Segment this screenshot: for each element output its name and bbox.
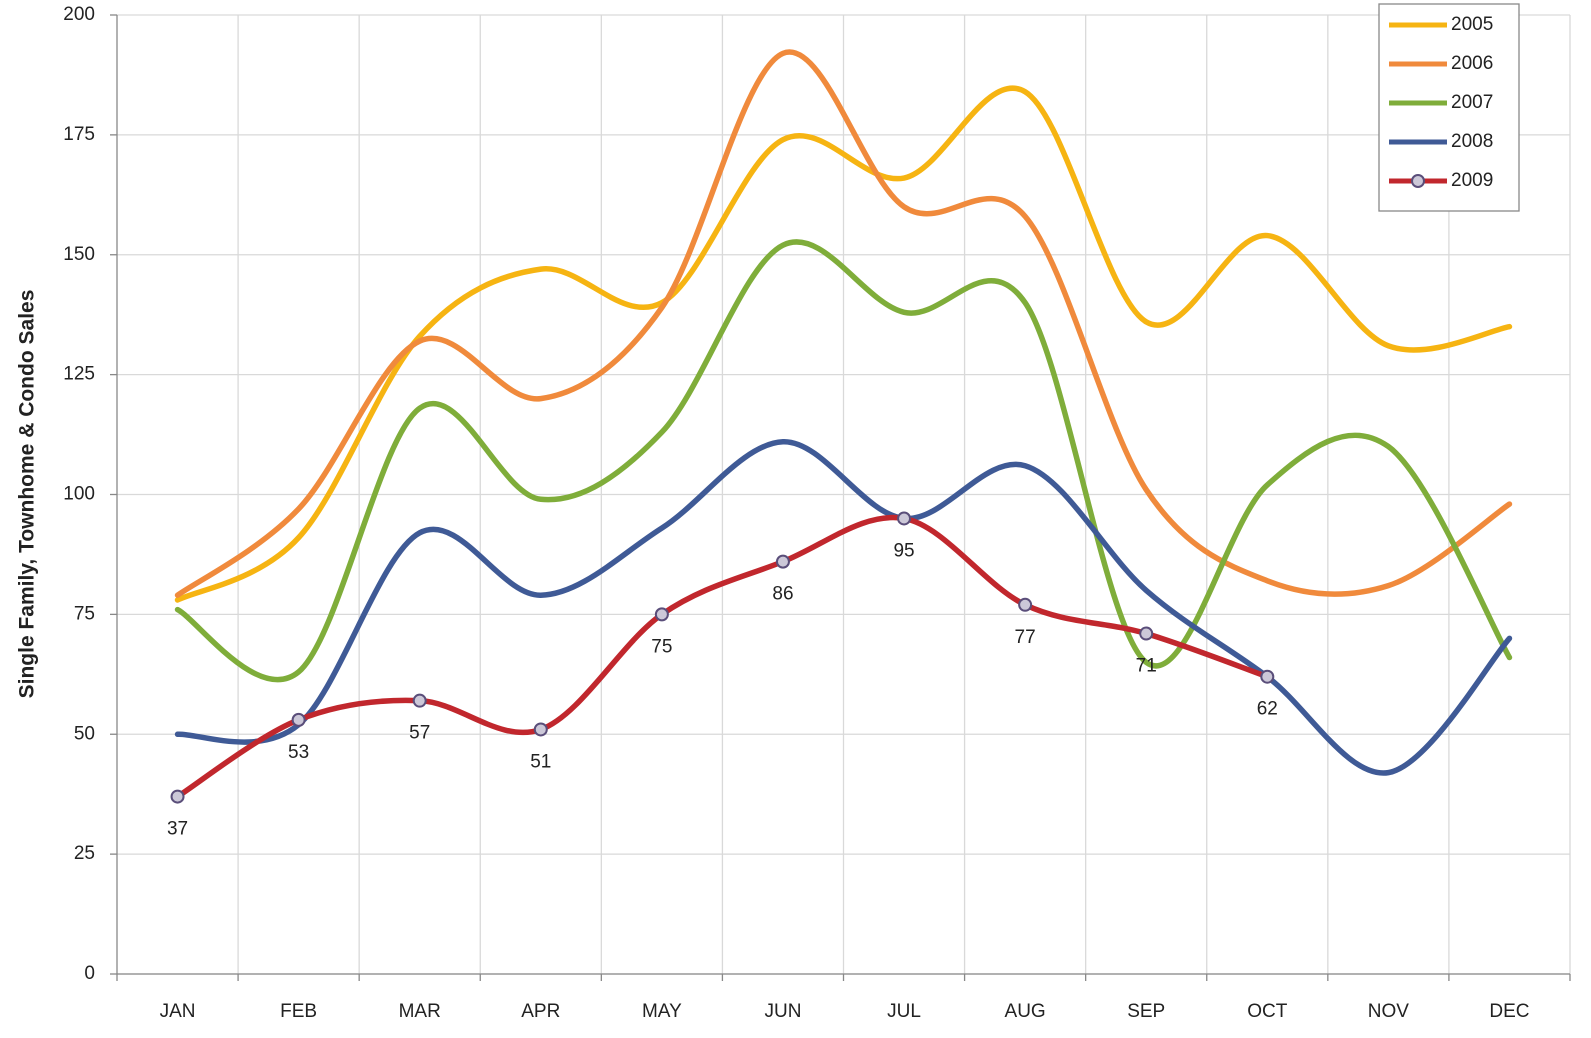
data-label: 57 xyxy=(409,723,430,744)
data-label: 86 xyxy=(772,584,793,605)
legend-label: 2007 xyxy=(1451,92,1493,113)
marker xyxy=(412,693,427,708)
marker xyxy=(170,789,185,804)
x-tick-label: DEC xyxy=(1489,1001,1529,1022)
legend-label: 2005 xyxy=(1451,14,1493,35)
marker xyxy=(1260,669,1275,684)
series-line xyxy=(174,439,1513,776)
marker xyxy=(291,712,306,727)
legend-label: 2006 xyxy=(1451,53,1493,74)
data-label: 77 xyxy=(1015,627,1036,648)
series-line xyxy=(174,514,1271,800)
x-tick-label: JAN xyxy=(160,1001,196,1022)
data-label: 75 xyxy=(651,636,672,657)
legend-label: 2009 xyxy=(1451,170,1493,191)
y-tick-label: 200 xyxy=(63,4,95,25)
data-label: 53 xyxy=(288,742,309,763)
y-tick-label: 75 xyxy=(74,603,95,624)
data-label: 95 xyxy=(893,540,914,561)
x-tick-label: OCT xyxy=(1247,1001,1288,1022)
y-axis-label: Single Family, Townhome & Condo Sales xyxy=(16,290,39,699)
series-line xyxy=(174,49,1513,598)
x-tick-label: MAY xyxy=(642,1001,682,1022)
x-tick-label: FEB xyxy=(280,1001,317,1022)
marker xyxy=(533,722,548,737)
data-label: 37 xyxy=(167,819,188,840)
x-tick-label: AUG xyxy=(1005,1001,1046,1022)
legend-label: 2008 xyxy=(1451,131,1493,152)
y-tick-label: 100 xyxy=(63,484,95,505)
legend-marker xyxy=(1411,174,1425,188)
y-tick-label: 175 xyxy=(63,124,95,145)
y-tick-label: 150 xyxy=(63,244,95,265)
marker xyxy=(1139,626,1154,641)
y-tick-label: 0 xyxy=(84,963,95,984)
marker xyxy=(654,607,669,622)
series-line xyxy=(174,239,1513,683)
marker xyxy=(1018,597,1033,612)
x-tick-label: NOV xyxy=(1368,1001,1410,1022)
marker xyxy=(897,511,912,526)
x-tick-label: JUL xyxy=(887,1001,921,1022)
x-tick-label: SEP xyxy=(1127,1001,1165,1022)
data-label: 51 xyxy=(530,751,551,772)
data-label: 71 xyxy=(1136,656,1157,677)
legend-box xyxy=(1378,3,1520,212)
y-tick-label: 125 xyxy=(63,364,95,385)
x-tick-label: APR xyxy=(521,1001,560,1022)
data-label: 62 xyxy=(1257,699,1278,720)
y-tick-label: 50 xyxy=(74,723,95,744)
x-tick-label: MAR xyxy=(399,1001,441,1022)
y-tick-label: 25 xyxy=(74,843,95,864)
marker xyxy=(775,554,790,569)
x-tick-label: JUN xyxy=(764,1001,801,1022)
